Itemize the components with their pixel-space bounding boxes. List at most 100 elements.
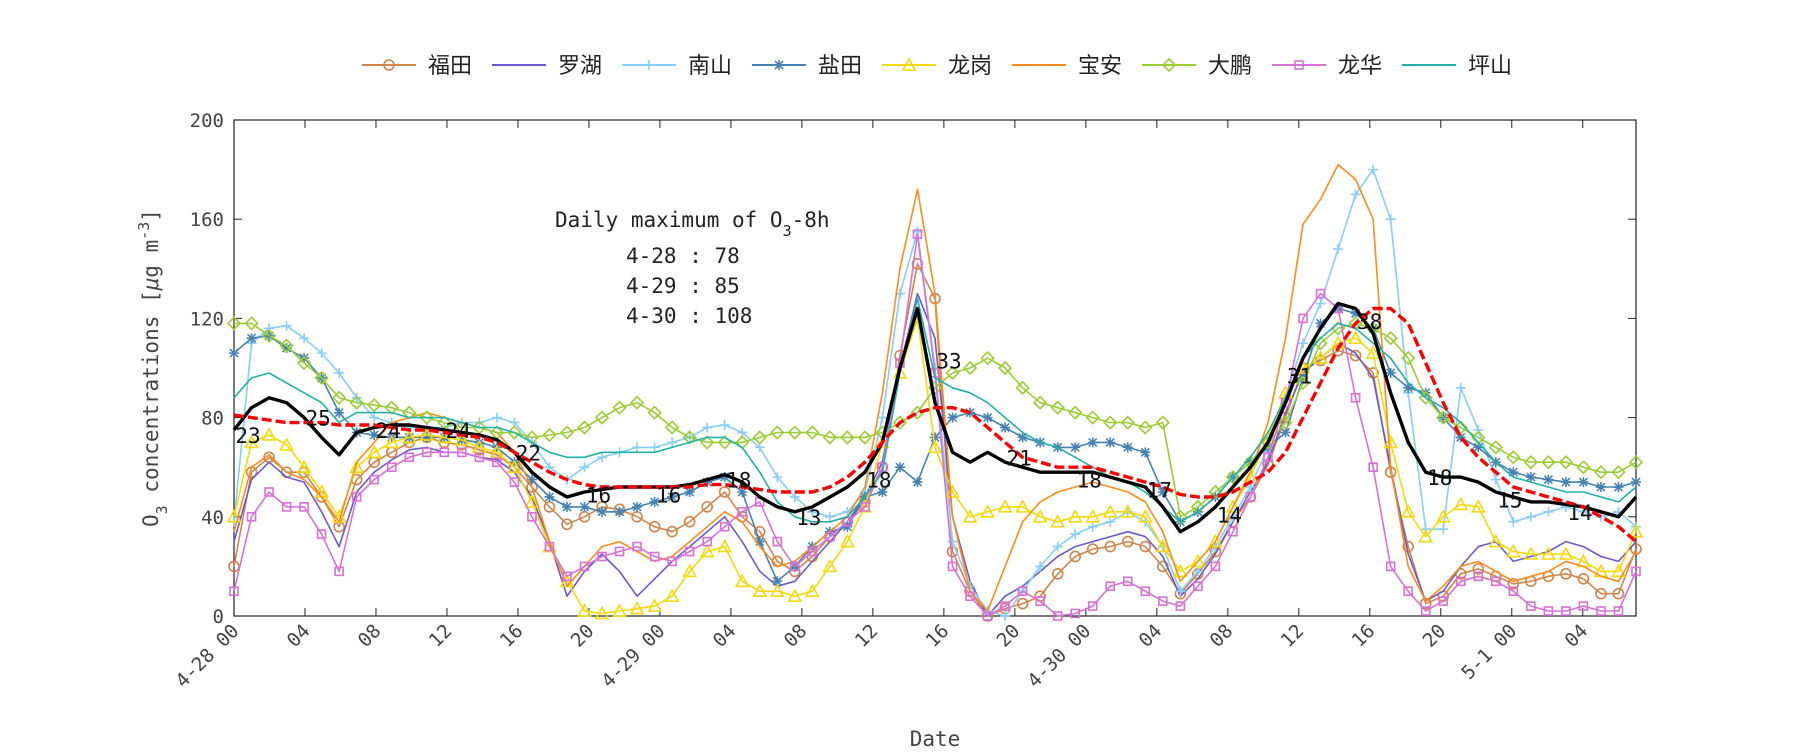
data-point	[912, 229, 923, 239]
data-point	[1161, 57, 1177, 73]
data-point	[1385, 367, 1396, 378]
point-label: 14	[1217, 503, 1242, 527]
data-point	[737, 487, 748, 497]
x-tick-label: 04	[709, 620, 741, 652]
data-point	[246, 333, 257, 344]
data-point	[1015, 499, 1030, 513]
data-point	[804, 583, 820, 598]
data-point	[894, 462, 905, 473]
data-point	[614, 546, 625, 557]
data-point	[667, 437, 678, 448]
data-point	[1052, 611, 1063, 621]
x-tick-label: 08	[1206, 620, 1238, 652]
data-point	[594, 410, 610, 425]
series-罗湖	[233, 292, 1637, 617]
data-point	[875, 434, 890, 449]
data-point	[962, 509, 978, 523]
data-point	[436, 429, 452, 444]
data-point	[1612, 587, 1625, 600]
data-point	[1298, 338, 1309, 349]
data-point	[857, 499, 873, 513]
data-point	[1245, 492, 1256, 502]
data-point	[822, 430, 837, 445]
data-point	[842, 521, 853, 532]
data-point	[1506, 450, 1521, 465]
data-point	[1315, 298, 1326, 309]
data-point	[1523, 455, 1538, 470]
data-point	[1140, 586, 1151, 597]
data-point	[1333, 243, 1344, 254]
data-point	[524, 430, 540, 445]
data-point	[1525, 472, 1536, 483]
data-point	[1313, 350, 1328, 364]
data-point	[1365, 345, 1381, 359]
data-point	[261, 328, 277, 343]
data-point	[857, 430, 873, 445]
data-point	[1140, 447, 1151, 458]
data-point	[1543, 506, 1554, 517]
data-point	[997, 499, 1013, 513]
data-point	[1560, 477, 1571, 488]
data-point	[577, 603, 592, 617]
data-point	[561, 518, 573, 531]
data-point	[597, 506, 608, 517]
point-label: 24	[376, 419, 401, 443]
point-labels: 23 25 24 24 22 16 16 18 13 18 33 21 18 17 14 31 38 18 15 14	[235, 310, 1592, 530]
data-point	[351, 492, 362, 502]
data-point	[1350, 308, 1361, 319]
legend-item-南山: 南山	[622, 54, 732, 79]
y-axis-label: O3 concentrations [μg m-3]	[135, 209, 171, 527]
data-point	[369, 429, 380, 440]
data-point	[717, 538, 733, 553]
data-point	[1069, 550, 1081, 563]
data-point	[700, 435, 715, 450]
data-point	[901, 57, 917, 71]
series-龙华	[229, 229, 1641, 621]
series-line	[232, 301, 1638, 534]
data-point	[1541, 455, 1556, 470]
data-point	[1208, 533, 1223, 548]
x-tick-label: 08	[780, 620, 812, 652]
series-Mean	[232, 301, 1638, 534]
data-point	[752, 430, 767, 445]
data-point	[527, 511, 537, 522]
data-point	[1596, 606, 1606, 616]
y-tick-label: 80	[201, 408, 224, 430]
series-大鹏	[226, 316, 1644, 524]
data-point	[825, 531, 835, 542]
data-point	[457, 447, 467, 458]
data-point	[719, 521, 730, 532]
series-line	[233, 292, 1637, 617]
y-tick-label: 40	[201, 507, 224, 529]
data-point	[632, 442, 643, 453]
data-point	[1087, 521, 1098, 532]
data-point	[279, 338, 294, 353]
data-point	[1155, 415, 1170, 430]
point-label: 33	[936, 350, 961, 374]
data-point	[719, 472, 730, 483]
data-point	[962, 360, 978, 376]
data-point	[296, 459, 312, 474]
data-point	[1105, 516, 1116, 527]
data-point	[770, 425, 785, 440]
data-point	[877, 412, 888, 423]
data-point	[332, 390, 347, 405]
legend-item-大鹏: 大鹏	[1142, 54, 1252, 79]
data-point	[877, 487, 888, 497]
data-point	[579, 501, 590, 512]
data-point	[1157, 487, 1168, 497]
data-point	[612, 603, 627, 617]
data-point	[384, 434, 400, 449]
annotation-line: 4-28 : 78	[626, 244, 740, 268]
data-point	[824, 511, 835, 522]
data-point	[1508, 516, 1519, 527]
legend-item-福田: 福田	[362, 54, 472, 79]
data-point	[401, 429, 417, 444]
data-point	[1473, 571, 1484, 582]
data-point	[772, 472, 783, 483]
data-point	[1488, 440, 1503, 455]
data-point	[1383, 434, 1398, 449]
data-point	[472, 439, 487, 454]
data-point	[597, 452, 608, 463]
